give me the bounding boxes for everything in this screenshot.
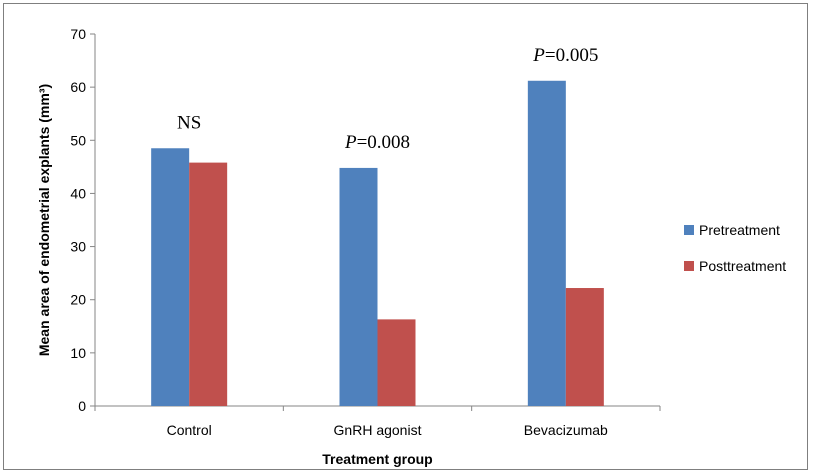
bar-posttreatment-gnrh-agonist	[377, 319, 416, 406]
p-symbol: P	[344, 132, 357, 153]
bar-pretreatment-gnrh-agonist	[339, 167, 378, 406]
significance-annotation: P=0.005	[532, 45, 598, 66]
y-tick-label: 0	[78, 398, 86, 414]
x-axis: Control GnRH agonist Bevacizumab	[94, 405, 661, 438]
y-axis-title: Mean area of endometrial explants (mm³)	[36, 84, 52, 356]
bar-posttreatment-control	[189, 162, 228, 406]
bars-group	[151, 80, 604, 406]
annotation-value: =0.005	[545, 45, 598, 66]
legend-swatch	[684, 261, 694, 271]
legend-swatch	[684, 225, 694, 235]
y-tick-label: 30	[70, 239, 86, 255]
significance-annotation: NS	[177, 112, 201, 133]
bar-pretreatment-control	[151, 148, 190, 406]
category-label: Bevacizumab	[524, 422, 608, 438]
bar-pretreatment-bevacizumab	[527, 80, 566, 406]
annotation-value: NS	[177, 112, 201, 133]
legend: Pretreatment Posttreatment	[684, 222, 786, 274]
p-symbol: P	[532, 45, 545, 66]
legend-label: Posttreatment	[699, 258, 786, 274]
y-tick-label: 60	[70, 79, 86, 95]
legend-label: Pretreatment	[699, 222, 780, 238]
y-axis: 0 10 20 30 40 50 60 70	[70, 26, 96, 414]
y-tick-label: 10	[70, 345, 86, 361]
x-axis-title: Treatment group	[322, 451, 432, 467]
y-tick-label: 50	[70, 132, 86, 148]
significance-annotation: P=0.008	[344, 132, 410, 153]
category-label: Control	[167, 422, 212, 438]
y-tick-label: 40	[70, 185, 86, 201]
category-label: GnRH agonist	[334, 422, 422, 438]
bar-posttreatment-bevacizumab	[565, 288, 604, 406]
annotation-value: =0.008	[357, 132, 410, 153]
y-tick-label: 20	[70, 292, 86, 308]
y-tick-label: 70	[70, 26, 86, 42]
